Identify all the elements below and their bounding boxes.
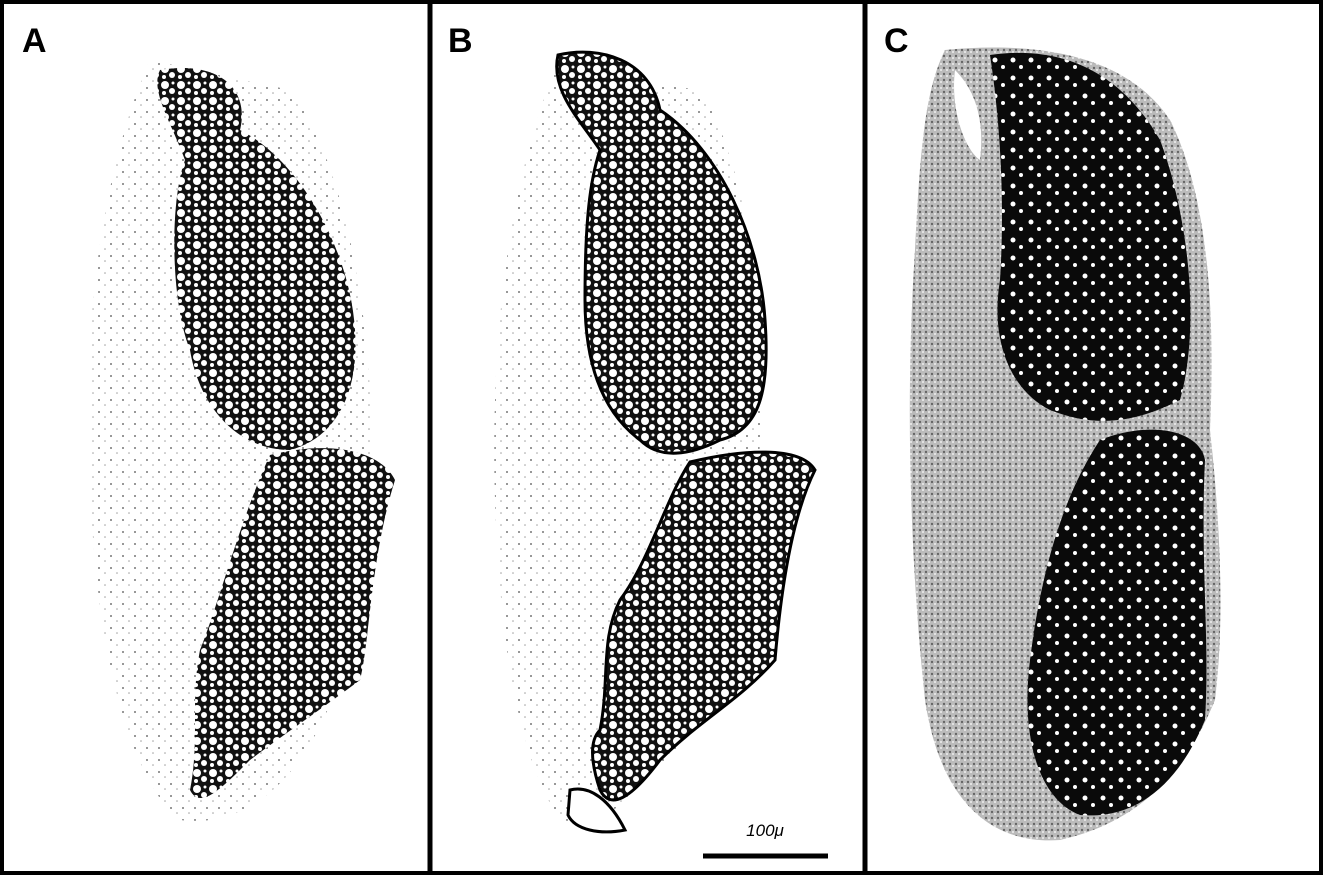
panel-b-image bbox=[494, 50, 817, 834]
panel-label: B bbox=[448, 22, 473, 60]
panel-a-image bbox=[88, 60, 395, 821]
panel-c-image bbox=[909, 47, 1221, 841]
panel-label: C bbox=[884, 22, 909, 60]
scale-bar-label: 100μ bbox=[746, 821, 784, 840]
panel-label: A bbox=[22, 22, 47, 60]
